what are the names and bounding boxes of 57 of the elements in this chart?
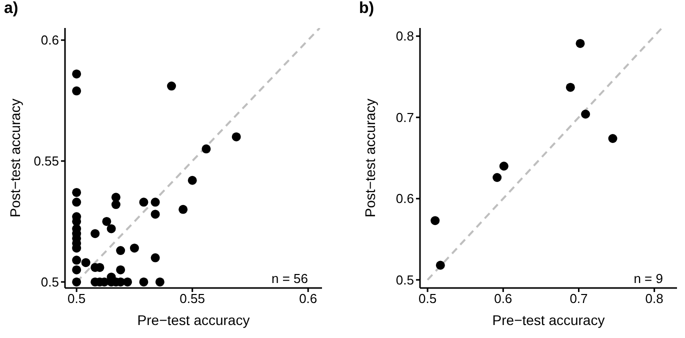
point [150, 198, 160, 207]
point [81, 258, 90, 268]
point [72, 69, 82, 78]
point [499, 162, 508, 171]
point [139, 198, 148, 207]
y-tick-label: 0.8 [396, 28, 414, 44]
point [72, 256, 82, 265]
x-tick-label: 0.8 [645, 291, 664, 306]
point [581, 110, 590, 119]
point [123, 277, 132, 286]
y-axis-title: Post−test accuracy [362, 98, 378, 218]
point [72, 198, 82, 207]
point [130, 244, 139, 253]
point [72, 86, 82, 96]
point [167, 82, 176, 91]
x-axis-title: Pre−test accuracy [137, 312, 250, 328]
x-tick-label: 0.6 [299, 291, 318, 306]
point [72, 265, 82, 274]
x-tick-label: 0.55 [180, 291, 205, 306]
point [436, 260, 445, 270]
annotation: n = 9 [634, 271, 663, 286]
point [188, 176, 197, 185]
point [150, 210, 160, 219]
point [566, 82, 575, 92]
point [150, 253, 160, 262]
y-tick-label: 0.6 [40, 32, 59, 48]
point [155, 277, 164, 286]
point [576, 38, 585, 48]
point [178, 204, 188, 214]
point [72, 188, 82, 197]
point [116, 246, 126, 256]
chart-title: a) [4, 0, 18, 18]
y-tick-label: 0.5 [396, 272, 414, 288]
x-tick-label: 0.5 [68, 291, 86, 306]
point [430, 216, 440, 226]
y-tick-label: 0.5 [40, 274, 59, 290]
x-tick-label: 0.5 [418, 291, 437, 306]
point [111, 200, 120, 210]
y-tick-label: 0.6 [396, 191, 414, 206]
point [202, 144, 211, 154]
point [116, 265, 126, 274]
y-tick-label: 0.7 [396, 110, 414, 125]
annotation: n = 56 [271, 271, 308, 286]
point [608, 134, 618, 143]
point [106, 224, 116, 234]
y-tick-label: 0.55 [34, 154, 59, 169]
point [232, 132, 241, 142]
point [492, 173, 502, 182]
x-axis-title: Pre−test accuracy [492, 312, 605, 328]
point [72, 277, 82, 286]
chart-title: b) [359, 0, 374, 18]
point [90, 229, 100, 238]
point [139, 277, 148, 286]
y-axis-title: Post−test accuracy [6, 98, 23, 218]
x-tick-label: 0.7 [570, 291, 588, 306]
point [102, 216, 112, 226]
x-tick-label: 0.6 [494, 291, 512, 306]
